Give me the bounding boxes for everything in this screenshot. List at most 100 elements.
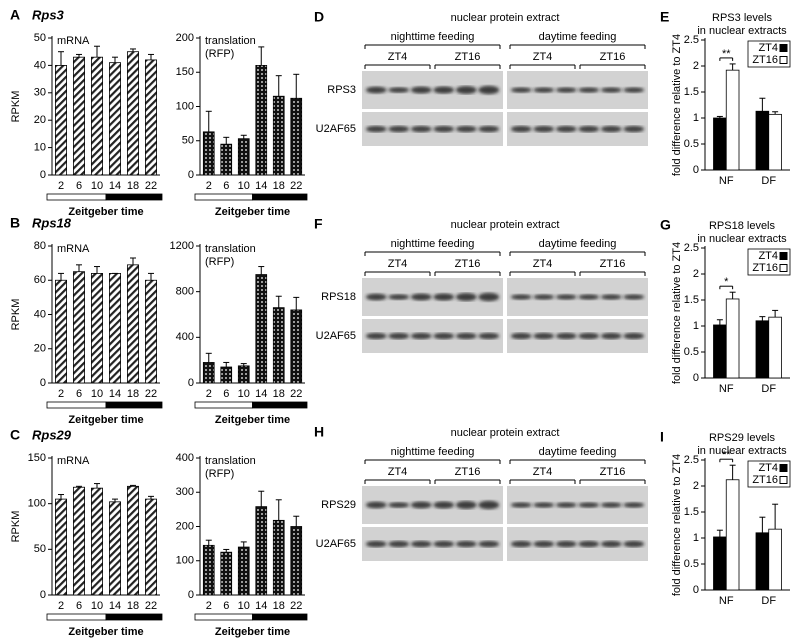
significance-label: ** (722, 48, 731, 60)
blot-band (510, 294, 532, 300)
x-axis-label: Zeitgeber time (215, 206, 290, 218)
blot-band (433, 501, 455, 509)
blot-band (533, 540, 555, 548)
blot-band (600, 294, 622, 300)
timepoint-label: ZT4 (533, 51, 553, 63)
light-phase (46, 613, 107, 621)
error-bar (148, 495, 154, 500)
x-tick-label: 18 (127, 388, 139, 400)
blot-band (623, 502, 645, 508)
error-bar (716, 529, 723, 537)
y-tick-label: 300 (176, 486, 194, 498)
error-bar (58, 272, 64, 281)
chart-title: RPS29 levels (709, 432, 776, 444)
blot-band (478, 85, 500, 95)
bar (713, 324, 727, 379)
error-bar (293, 73, 300, 99)
blot-row-label: RPS29 (321, 499, 356, 511)
y-tick-label: 0.5 (684, 558, 699, 570)
blot-band (600, 502, 622, 508)
timepoint-label: ZT4 (388, 466, 408, 478)
annotation: (RFP) (205, 468, 234, 480)
x-tick-label: 6 (223, 388, 229, 400)
error-bar (223, 361, 230, 368)
blot-band (433, 86, 455, 94)
bar (145, 498, 157, 596)
x-tick-label: 14 (255, 180, 267, 192)
x-tick-label: 6 (76, 600, 82, 612)
bar (109, 62, 121, 176)
bar (272, 519, 285, 596)
blot-band (410, 125, 432, 133)
panel-letter: E (660, 9, 669, 25)
timepoint-label: ZT4 (388, 51, 408, 63)
blot-row-label: U2AF65 (316, 123, 356, 135)
y-tick-label: 20 (34, 114, 46, 126)
blot-band (410, 293, 432, 301)
y-tick-label: 100 (28, 498, 46, 510)
x-tick-label: DF (761, 595, 776, 607)
y-tick-label: 0 (693, 584, 699, 596)
x-tick-label: 6 (76, 180, 82, 192)
blot-band (365, 293, 387, 301)
error-bar (94, 483, 100, 489)
error-bar (275, 75, 282, 97)
blot-band (478, 540, 500, 548)
x-axis-label: Zeitgeber time (68, 206, 143, 218)
dark-phase (252, 193, 308, 201)
x-tick-label: 10 (91, 180, 103, 192)
y-tick-label: 1 (693, 320, 699, 332)
blot-band (623, 332, 645, 340)
x-tick-label: 14 (109, 388, 121, 400)
bar (237, 546, 250, 596)
blot-band (578, 502, 600, 508)
x-tick-label: 2 (206, 180, 212, 192)
error-bar (76, 53, 82, 58)
x-tick-label: 18 (273, 388, 285, 400)
legend-swatch (779, 44, 788, 52)
gene-name: Rps3 (32, 7, 65, 22)
error-bar (76, 264, 82, 272)
blot-band (510, 332, 532, 340)
annotation: (RFP) (205, 256, 234, 268)
bar (237, 138, 250, 176)
error-bar (772, 309, 779, 318)
blot-band (533, 294, 555, 300)
blot-band (388, 332, 410, 340)
annotation: translation (205, 243, 256, 255)
x-tick-label: 6 (223, 600, 229, 612)
y-axis-label: RPKM (10, 91, 22, 123)
blot-band (623, 294, 645, 300)
x-tick-label: 14 (255, 600, 267, 612)
x-tick-label: 10 (238, 180, 250, 192)
blot-band (410, 86, 432, 94)
y-axis-label: RPKM (10, 299, 22, 331)
y-tick-label: 0 (40, 589, 46, 601)
x-tick-label: 14 (109, 600, 121, 612)
x-tick-label: 18 (273, 600, 285, 612)
blot-band (478, 292, 500, 302)
y-tick-label: 2 (693, 480, 699, 492)
x-tick-label: 6 (223, 180, 229, 192)
timepoint-label: ZT16 (455, 258, 481, 270)
x-tick-label: 18 (273, 180, 285, 192)
y-axis-label: fold difference relative to ZT4 (671, 454, 683, 596)
y-tick-label: 0 (40, 377, 46, 389)
group-label: nighttime feeding (391, 31, 475, 43)
x-axis-label: Zeitgeber time (68, 626, 143, 638)
y-tick-label: 30 (34, 87, 46, 99)
timepoint-label: ZT16 (455, 466, 481, 478)
bar (109, 272, 121, 384)
annotation: translation (205, 35, 256, 47)
annotation: mRNA (57, 35, 90, 47)
error-bar (240, 134, 247, 139)
x-tick-label: 2 (206, 388, 212, 400)
y-tick-label: 200 (176, 520, 194, 532)
light-phase (194, 401, 253, 409)
bar (55, 65, 67, 176)
x-tick-label: 2 (206, 600, 212, 612)
x-tick-label: 14 (109, 180, 121, 192)
x-tick-label: 18 (127, 600, 139, 612)
x-tick-label: NF (719, 595, 734, 607)
legend-swatch (779, 56, 788, 64)
